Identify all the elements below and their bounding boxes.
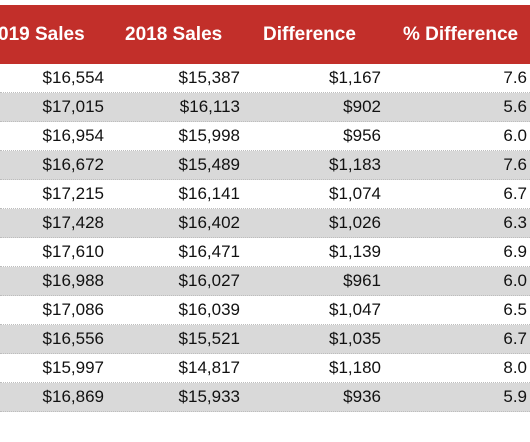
cell-2019-sales: $16,954 bbox=[42, 126, 104, 145]
cell-2019-sales: $16,869 bbox=[42, 387, 104, 406]
table-row: $17,086 $16,039 $1,047 6.5 bbox=[0, 296, 530, 325]
cell-percent-difference: 5.6 bbox=[503, 97, 527, 116]
header-2019-sales: 019 Sales bbox=[0, 24, 85, 45]
table-row: $17,610 $16,471 $1,139 6.9 bbox=[0, 238, 530, 267]
cell-2018-sales: $14,817 bbox=[178, 358, 240, 377]
cell-difference: $1,180 bbox=[329, 358, 381, 377]
cell-difference: $1,183 bbox=[329, 155, 381, 174]
cell-percent-difference: 6.7 bbox=[503, 184, 527, 203]
cell-percent-difference: 7.6 bbox=[503, 155, 527, 174]
cell-difference: $936 bbox=[343, 387, 381, 406]
cell-2019-sales: $17,428 bbox=[42, 213, 104, 232]
cell-2019-sales: $17,015 bbox=[42, 97, 104, 116]
table-body: $16,554 $15,387 $1,167 7.6 $17,015 $16,1… bbox=[0, 64, 530, 412]
table-header-row: 019 Sales 2018 Sales Difference % Differ… bbox=[0, 5, 530, 64]
header-2018-sales: 2018 Sales bbox=[125, 24, 223, 45]
header-percent-difference: % Difference bbox=[403, 24, 519, 45]
cell-2019-sales: $16,988 bbox=[42, 271, 104, 290]
table-row: $16,556 $15,521 $1,035 6.7 bbox=[0, 325, 530, 354]
cell-percent-difference: 7.6 bbox=[503, 68, 527, 87]
cell-difference: $1,047 bbox=[329, 300, 381, 319]
cell-difference: $1,035 bbox=[329, 329, 381, 348]
cell-percent-difference: 6.7 bbox=[503, 329, 527, 348]
cell-2018-sales: $16,471 bbox=[178, 242, 240, 261]
cell-2018-sales: $16,113 bbox=[179, 97, 240, 116]
header-difference: Difference bbox=[263, 24, 356, 45]
cell-2018-sales: $15,387 bbox=[178, 68, 240, 87]
cell-percent-difference: 6.9 bbox=[503, 242, 527, 261]
table-row: $16,869 $15,933 $936 5.9 bbox=[0, 383, 530, 412]
cell-difference: $1,026 bbox=[329, 213, 381, 232]
cell-2018-sales: $16,402 bbox=[178, 213, 240, 232]
cell-2018-sales: $15,998 bbox=[178, 126, 240, 145]
table-row: $17,015 $16,113 $902 5.6 bbox=[0, 93, 530, 122]
cell-2019-sales: $16,556 bbox=[42, 329, 104, 348]
cell-percent-difference: 5.9 bbox=[503, 387, 527, 406]
cell-difference: $961 bbox=[343, 271, 381, 290]
cell-percent-difference: 6.5 bbox=[503, 300, 527, 319]
cell-percent-difference: 6.0 bbox=[503, 271, 527, 290]
table-row: $15,997 $14,817 $1,180 8.0 bbox=[0, 354, 530, 383]
cell-percent-difference: 8.0 bbox=[503, 358, 527, 377]
cell-2018-sales: $15,933 bbox=[178, 387, 240, 406]
table-row: $16,554 $15,387 $1,167 7.6 bbox=[0, 64, 530, 93]
cell-percent-difference: 6.0 bbox=[503, 126, 527, 145]
cell-2019-sales: $17,215 bbox=[42, 184, 104, 203]
cell-2019-sales: $17,610 bbox=[42, 242, 104, 261]
cell-difference: $1,167 bbox=[329, 68, 381, 87]
sales-comparison-table: 019 Sales 2018 Sales Difference % Differ… bbox=[0, 5, 530, 412]
cell-2019-sales: $16,672 bbox=[42, 155, 104, 174]
cell-difference: $902 bbox=[343, 97, 381, 116]
cell-2019-sales: $15,997 bbox=[42, 358, 104, 377]
cell-percent-difference: 6.3 bbox=[503, 213, 527, 232]
cell-2018-sales: $15,489 bbox=[178, 155, 240, 174]
cell-2019-sales: $17,086 bbox=[42, 300, 104, 319]
cell-2018-sales: $15,521 bbox=[178, 329, 240, 348]
cell-difference: $1,139 bbox=[329, 242, 381, 261]
cell-2018-sales: $16,027 bbox=[178, 271, 240, 290]
table-row: $17,215 $16,141 $1,074 6.7 bbox=[0, 180, 530, 209]
table-row: $16,988 $16,027 $961 6.0 bbox=[0, 267, 530, 296]
cell-2019-sales: $16,554 bbox=[42, 68, 104, 87]
cell-2018-sales: $16,039 bbox=[178, 300, 240, 319]
table-row: $17,428 $16,402 $1,026 6.3 bbox=[0, 209, 530, 238]
cell-2018-sales: $16,141 bbox=[178, 184, 240, 203]
table-row: $16,954 $15,998 $956 6.0 bbox=[0, 122, 530, 151]
table-row: $16,672 $15,489 $1,183 7.6 bbox=[0, 151, 530, 180]
cell-difference: $956 bbox=[343, 126, 381, 145]
cell-difference: $1,074 bbox=[329, 184, 381, 203]
